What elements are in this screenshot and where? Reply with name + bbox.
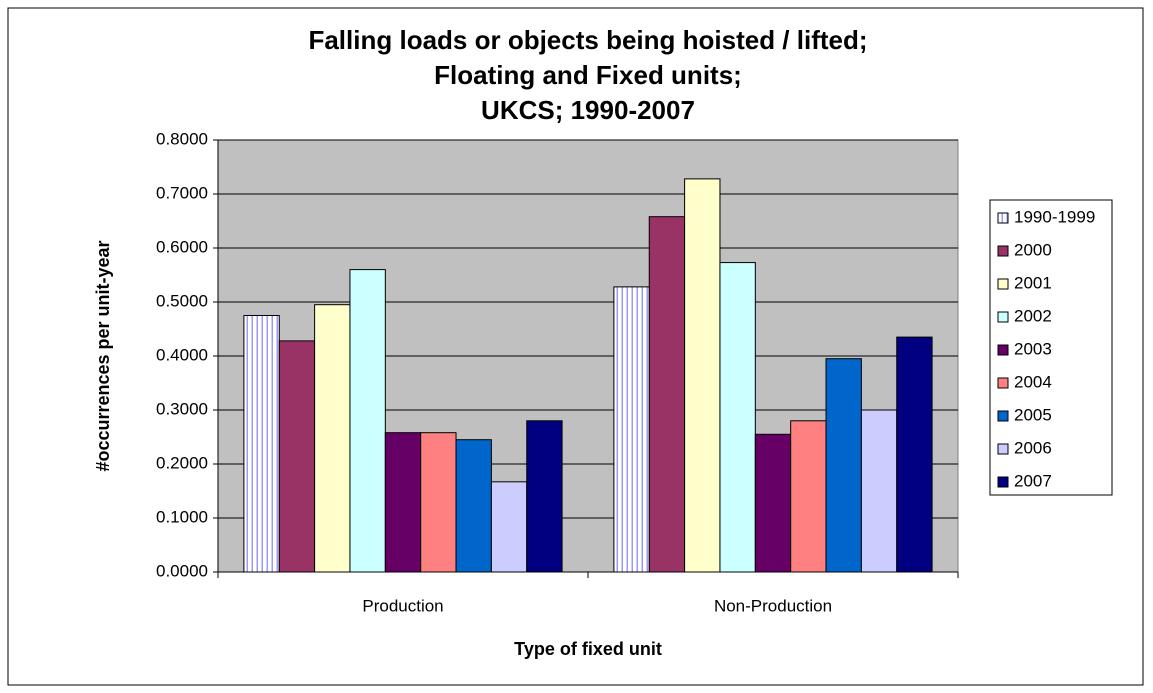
y-tick-label: 0.4000 [156, 345, 208, 364]
y-tick-label: 0.0000 [156, 561, 208, 580]
x-tick-label: Non-Production [714, 596, 832, 615]
y-tick-label: 0.7000 [156, 183, 208, 202]
y-tick-label: 0.3000 [156, 399, 208, 418]
bar [684, 178, 721, 573]
bar [825, 358, 862, 573]
legend-swatch [997, 311, 1009, 323]
legend-label: 2004 [1014, 372, 1052, 391]
bar [896, 336, 933, 573]
chart-title: Falling loads or objects being hoisted /… [308, 25, 867, 55]
legend-label: 2000 [1014, 240, 1052, 259]
bar [754, 433, 792, 573]
bar [349, 269, 386, 573]
legend-box [989, 199, 1113, 496]
legend-swatch [997, 410, 1009, 422]
legend-label: 2001 [1014, 273, 1052, 292]
x-axis-label: Type of fixed unit [514, 639, 662, 659]
bar [314, 304, 351, 573]
bar [243, 315, 280, 573]
chart-title: Floating and Fixed units; [434, 60, 742, 90]
bar [384, 432, 422, 573]
chart-title: UKCS; 1990-2007 [481, 95, 695, 125]
legend-label: 2003 [1014, 339, 1052, 358]
legend-label: 1990-1999 [1014, 207, 1095, 226]
y-tick-label: 0.5000 [156, 291, 208, 310]
y-tick-label: 0.2000 [156, 453, 208, 472]
legend-swatch [997, 245, 1009, 257]
y-tick-label: 0.1000 [156, 507, 208, 526]
bar [278, 340, 316, 573]
legend-swatch [997, 443, 1009, 455]
bar [455, 439, 492, 573]
bar [860, 409, 898, 573]
bar [790, 420, 827, 573]
legend-label: 2002 [1014, 306, 1052, 325]
legend-swatch [997, 377, 1009, 389]
bar [613, 286, 650, 573]
bar [719, 262, 756, 573]
legend-swatch [997, 278, 1009, 290]
bar [420, 432, 457, 573]
legend-label: 2005 [1014, 405, 1052, 424]
legend-label: 2007 [1014, 471, 1052, 490]
legend-swatch [997, 212, 1009, 224]
y-tick-label: 0.8000 [156, 129, 208, 148]
legend-swatch [997, 344, 1009, 356]
legend-label: 2006 [1014, 438, 1052, 457]
y-axis-label: #occurrences per unit-year [93, 240, 113, 471]
bar [490, 481, 528, 573]
bar [648, 216, 686, 573]
y-tick-label: 0.6000 [156, 237, 208, 256]
legend-swatch [997, 476, 1009, 488]
x-tick-label: Production [362, 596, 443, 615]
bar [526, 420, 563, 573]
